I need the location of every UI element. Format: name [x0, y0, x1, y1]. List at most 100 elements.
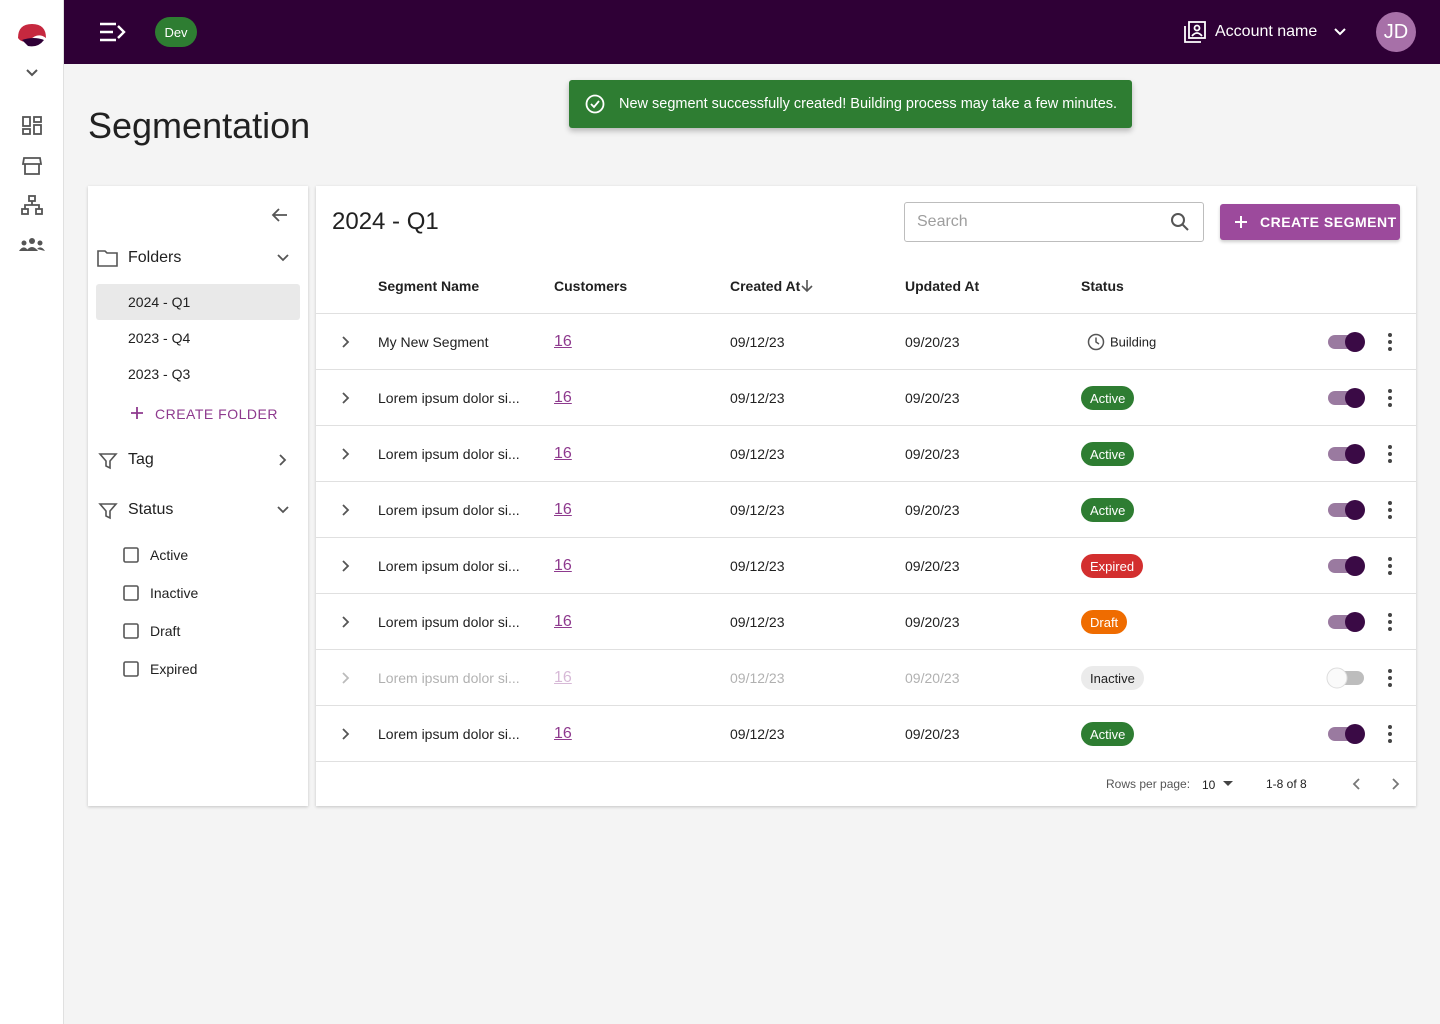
- column-header[interactable]: Status: [1081, 278, 1124, 294]
- row-menu[interactable]: [1384, 724, 1396, 744]
- status-checkbox[interactable]: [123, 547, 139, 563]
- menu-button[interactable]: [98, 20, 128, 44]
- top-bar: [64, 0, 1440, 64]
- folder-item[interactable]: 2023 - Q3: [128, 366, 191, 382]
- rows-per-page[interactable]: 10: [1202, 778, 1216, 792]
- updated-at: 09/20/23: [905, 502, 960, 518]
- row-divider: [316, 481, 1416, 482]
- expand-row[interactable]: [338, 726, 354, 742]
- status-option[interactable]: Expired: [150, 661, 198, 677]
- env-badge: Dev: [155, 17, 197, 47]
- row-menu[interactable]: [1384, 332, 1396, 352]
- create-folder-icon[interactable]: [130, 406, 144, 420]
- segment-name[interactable]: Lorem ipsum dolor si...: [378, 446, 520, 462]
- folder-item[interactable]: 2023 - Q4: [128, 330, 191, 346]
- row-divider: [316, 705, 1416, 706]
- column-header[interactable]: Customers: [554, 278, 628, 294]
- customers-link[interactable]: 16: [554, 557, 572, 574]
- row-menu[interactable]: [1384, 388, 1396, 408]
- status-badge: Active: [1081, 722, 1135, 746]
- tag-chevron[interactable]: [275, 452, 291, 468]
- customers-link[interactable]: 16: [554, 613, 572, 630]
- toast: New segment successfully created! Buildi…: [569, 80, 1132, 128]
- tag-title: Tag: [128, 451, 154, 468]
- expand-row[interactable]: [338, 502, 354, 518]
- created-at: 09/12/23: [730, 502, 785, 518]
- toggle[interactable]: [1326, 331, 1366, 353]
- toggle[interactable]: [1326, 499, 1366, 521]
- toggle[interactable]: [1326, 443, 1366, 465]
- folder-selected-bg: [96, 284, 300, 320]
- customers-link[interactable]: 16: [554, 725, 572, 742]
- expand-row[interactable]: [338, 334, 354, 350]
- table-title: 2024 - Q1: [332, 208, 439, 235]
- create-segment-icon[interactable]: [1234, 215, 1248, 229]
- expand-row[interactable]: [338, 558, 354, 574]
- account-name[interactable]: Account name: [1215, 23, 1318, 40]
- status-checkbox[interactable]: [123, 623, 139, 639]
- customers-link[interactable]: 16: [554, 389, 572, 406]
- row-menu[interactable]: [1384, 668, 1396, 688]
- row-menu[interactable]: [1384, 612, 1396, 632]
- status-option[interactable]: Inactive: [150, 585, 199, 601]
- customers-link[interactable]: 16: [554, 333, 572, 350]
- search-icon[interactable]: [1170, 212, 1190, 232]
- segment-name[interactable]: Lorem ipsum dolor si...: [378, 726, 520, 742]
- customers-link[interactable]: 16: [554, 445, 572, 462]
- row-divider: [316, 425, 1416, 426]
- toggle[interactable]: [1326, 723, 1366, 745]
- avatar[interactable]: JD: [1376, 12, 1416, 52]
- expand-row[interactable]: [338, 670, 354, 686]
- customers-link[interactable]: 16: [554, 669, 572, 686]
- created-at: 09/12/23: [730, 558, 785, 574]
- create-segment-button[interactable]: CREATE SEGMENT: [1220, 204, 1400, 240]
- segment-name[interactable]: Lorem ipsum dolor si...: [378, 558, 520, 574]
- collapse-button[interactable]: [270, 205, 290, 225]
- segment-name[interactable]: My New Segment: [378, 334, 489, 350]
- expand-row[interactable]: [338, 614, 354, 630]
- expand-row[interactable]: [338, 390, 354, 406]
- status-checkbox[interactable]: [123, 585, 139, 601]
- folder-icon: [97, 250, 118, 267]
- segment-name[interactable]: Lorem ipsum dolor si...: [378, 614, 520, 630]
- filter-panel: Folders 2024 - Q1 2023 - Q4 2023 - Q3 CREATE…: [88, 186, 308, 806]
- row-menu[interactable]: [1384, 556, 1396, 576]
- segment-name[interactable]: Lorem ipsum dolor si...: [378, 670, 520, 686]
- toggle[interactable]: [1326, 555, 1366, 577]
- updated-at: 09/20/23: [905, 614, 960, 630]
- account-chevron[interactable]: [1333, 26, 1347, 38]
- create-folder[interactable]: CREATE FOLDER: [155, 406, 278, 422]
- segment-name[interactable]: Lorem ipsum dolor si...: [378, 390, 520, 406]
- status-option[interactable]: Active: [150, 547, 189, 563]
- toggle[interactable]: [1326, 611, 1366, 633]
- folder-item[interactable]: 2024 - Q1: [128, 294, 191, 310]
- status-text: Building: [1110, 334, 1157, 350]
- row-menu[interactable]: [1384, 500, 1396, 520]
- updated-at: 09/20/23: [905, 726, 960, 742]
- row-menu[interactable]: [1384, 444, 1396, 464]
- search-field[interactable]: Search: [904, 202, 1204, 242]
- status-badge: Expired: [1081, 554, 1144, 578]
- page-range: 1-8 of 8: [1266, 777, 1307, 791]
- prev-page[interactable]: [1348, 776, 1364, 792]
- rows-per-page-dropdown[interactable]: [1222, 780, 1234, 788]
- status-option[interactable]: Draft: [150, 623, 181, 639]
- expand-row[interactable]: [338, 446, 354, 462]
- updated-at: 09/20/23: [905, 390, 960, 406]
- status-checkbox[interactable]: [123, 661, 139, 677]
- toggle[interactable]: [1326, 387, 1366, 409]
- status-chevron[interactable]: [275, 502, 291, 518]
- column-header[interactable]: Created At: [730, 278, 801, 294]
- nav-rail: [0, 0, 64, 1024]
- segment-name[interactable]: Lorem ipsum dolor si...: [378, 502, 520, 518]
- next-page[interactable]: [1388, 776, 1404, 792]
- rows-per-page-label: Rows per page:: [1106, 777, 1191, 791]
- customers-link[interactable]: 16: [554, 501, 572, 518]
- folders-title: Folders: [128, 249, 182, 266]
- sort-icon[interactable]: [800, 278, 814, 294]
- folders-chevron[interactable]: [275, 250, 291, 266]
- column-header[interactable]: Updated At: [905, 278, 980, 294]
- column-header[interactable]: Segment Name: [378, 278, 480, 294]
- updated-at: 09/20/23: [905, 446, 960, 462]
- toggle[interactable]: [1326, 667, 1366, 689]
